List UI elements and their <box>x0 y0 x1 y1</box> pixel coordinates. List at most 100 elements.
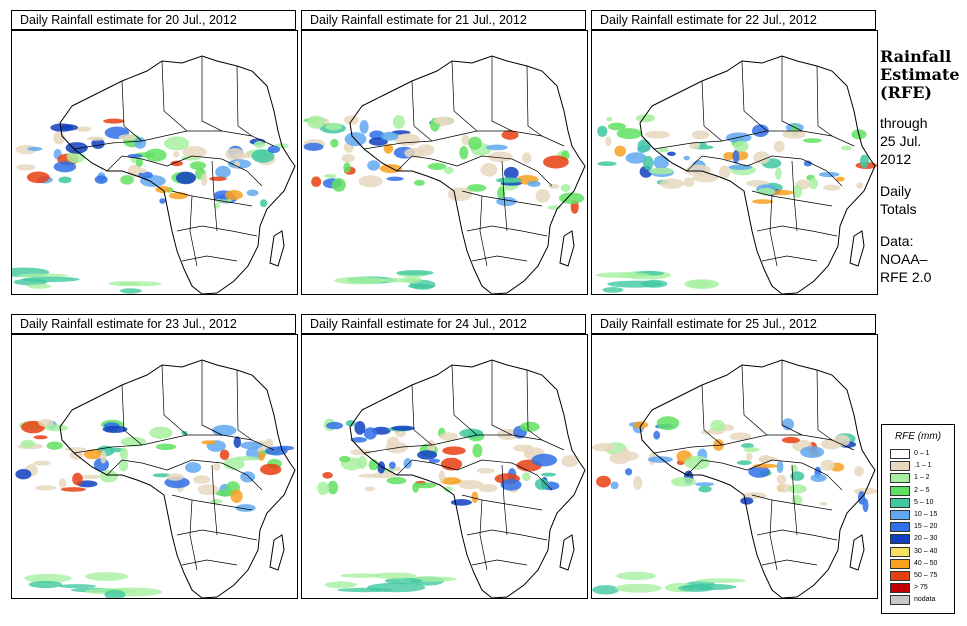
rainfall-blob <box>394 133 421 146</box>
rainfall-blob <box>700 430 712 435</box>
rainfall-blob <box>391 425 415 431</box>
rainfall-blob <box>752 199 774 205</box>
country-border <box>73 434 275 454</box>
rainfall-blob <box>822 184 841 191</box>
panel-title: Daily Rainfall estimate for 25 Jul., 201… <box>591 314 876 334</box>
country-border <box>411 384 433 446</box>
country-border <box>121 80 143 142</box>
rainfall-blob <box>225 148 245 161</box>
rainfall-blob <box>476 467 495 474</box>
rainfall-blob <box>710 419 725 432</box>
country-border <box>761 255 818 262</box>
rainfall-blob <box>364 486 376 492</box>
country-border <box>363 434 565 454</box>
ocean-rain-streak <box>595 272 650 279</box>
panel-title: Daily Rainfall estimate for 22 Jul., 201… <box>591 10 876 30</box>
rainfall-blob <box>610 481 619 490</box>
ocean-rain-streak <box>17 273 69 278</box>
legend-label: 20 – 30 <box>914 535 938 543</box>
rainfall-blob <box>781 418 795 431</box>
ocean-rain-streak <box>615 583 662 593</box>
rainfall-blob <box>311 176 322 187</box>
ocean-rain-streak <box>24 573 72 583</box>
rainfall-map <box>11 30 298 295</box>
ocean-rain-streak <box>696 578 747 583</box>
rainfall-map <box>591 30 878 295</box>
rainfall-blob <box>38 418 54 427</box>
rainfall-blob <box>27 146 43 151</box>
rainfall-blob <box>219 449 230 461</box>
rainfall-blob <box>15 469 32 480</box>
ocean-rain-streak <box>334 276 384 285</box>
rainfall-blob <box>840 145 852 151</box>
rainfall-blob <box>201 440 217 445</box>
rainfall-blob <box>719 165 731 179</box>
rainfall-blob <box>531 453 558 467</box>
ocean-rain-streak <box>401 276 423 284</box>
rainfall-blob <box>213 462 221 471</box>
rainfall-blob <box>458 480 484 490</box>
rainfall-blob <box>50 123 73 132</box>
rainfall-blob <box>213 202 220 209</box>
rainfall-blob <box>691 130 710 140</box>
rainfall-blob <box>367 160 380 171</box>
rainfall-blob <box>149 426 173 439</box>
rainfall-map <box>591 334 878 599</box>
country-border <box>189 195 198 267</box>
rainfall-blob <box>752 463 778 469</box>
rainfall-blob <box>413 482 437 489</box>
rainfall-blob <box>792 185 802 198</box>
rainfall-blob <box>182 145 207 159</box>
rainfall-blob <box>810 474 827 482</box>
country-border <box>526 369 543 441</box>
rainfall-blob <box>386 436 400 449</box>
rainfall-blob <box>688 141 701 150</box>
country-border <box>181 559 238 566</box>
rainfall-blob <box>223 457 245 470</box>
madagascar-outline <box>849 230 865 267</box>
through-date-line2: 2012 <box>880 151 912 167</box>
ocean-rain-streak <box>340 573 382 578</box>
rainfall-map <box>11 334 298 599</box>
rainfall-blob <box>138 171 153 179</box>
country-border <box>211 160 218 232</box>
rainfall-blob <box>58 176 72 184</box>
africa-map-svg <box>592 359 877 598</box>
heading-line3: (RFE) <box>880 83 932 102</box>
country-border <box>471 255 528 262</box>
rainfall-blob <box>326 421 344 430</box>
rainfall-blob <box>26 171 50 184</box>
rainfall-blob <box>251 149 275 163</box>
legend-label: 2 – 5 <box>914 486 930 494</box>
rainfall-map <box>301 334 588 599</box>
country-border <box>501 160 508 232</box>
rainfall-blob <box>656 416 680 431</box>
rainfall-blob <box>496 177 522 184</box>
rainfall-blob <box>99 470 119 483</box>
rainfall-blob <box>670 477 697 487</box>
rainfall-blob <box>541 472 556 477</box>
rainfall-blob <box>770 189 794 196</box>
legend-swatch <box>890 461 910 472</box>
country-border <box>501 464 508 536</box>
ocean-rain-streak <box>118 281 162 287</box>
panel-title: Daily Rainfall estimate for 23 Jul., 201… <box>11 314 296 334</box>
rainfall-blob <box>44 424 68 432</box>
rainfall-blob <box>522 472 531 481</box>
rainfall-blob <box>166 473 184 481</box>
map-panel-22jul: Daily Rainfall estimate for 22 Jul., 201… <box>591 10 878 295</box>
rainfall-blob <box>606 117 613 122</box>
rainfall-blob <box>478 484 498 493</box>
rainfall-blob <box>472 443 483 458</box>
rainfall-blob <box>120 175 134 185</box>
rainfall-blob <box>698 485 712 493</box>
rainfall-blob <box>803 160 812 167</box>
rainfall-blob <box>535 189 550 203</box>
rainfall-blob <box>170 160 183 167</box>
country-border <box>396 155 458 172</box>
rainfall-blob <box>53 131 65 145</box>
rainfall-blob <box>442 446 466 455</box>
coastline <box>59 359 296 598</box>
country-border <box>816 65 833 137</box>
country-border <box>471 559 528 566</box>
